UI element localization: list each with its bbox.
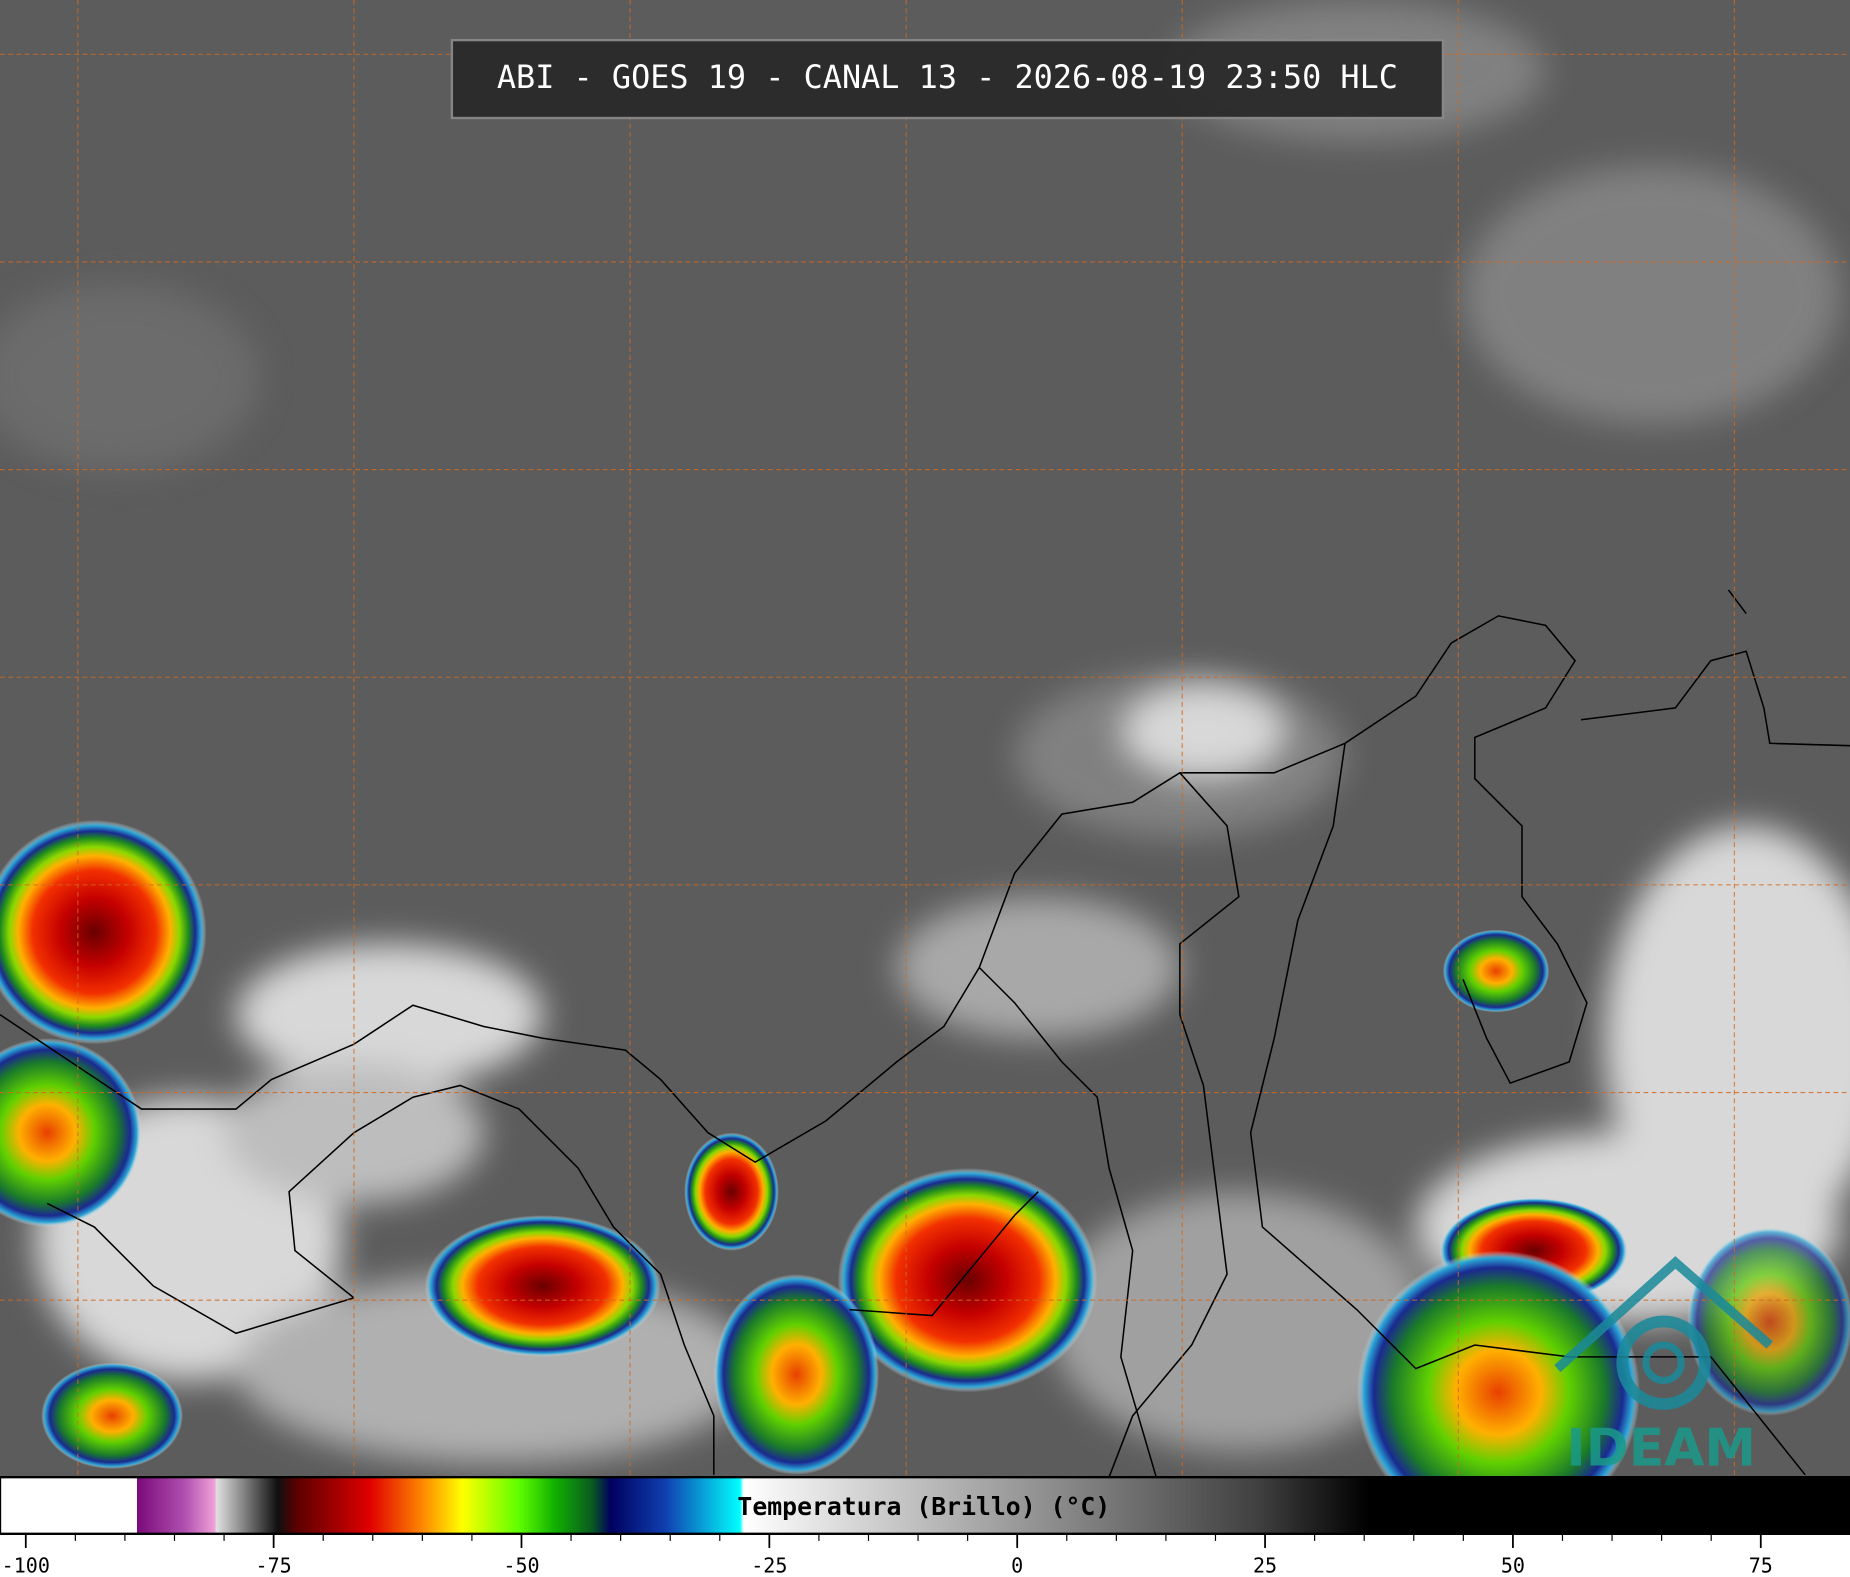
colorbar-tick-label: -25 <box>751 1553 787 1577</box>
logo-text: IDEAM <box>1566 1418 1756 1478</box>
colorbar-label: Temperatura (Brillo) (°C) <box>737 1492 1110 1521</box>
coastlines <box>0 589 1850 1478</box>
imagery <box>0 0 1850 1478</box>
colorbar-tick-label: 75 <box>1749 1553 1773 1577</box>
colorbar-tick-label: -75 <box>256 1553 292 1577</box>
title-box: ABI - GOES 19 - CANAL 13 - 2026-08-19 23… <box>450 38 1445 120</box>
colorbar-tick-label: -50 <box>503 1553 539 1577</box>
ideam-logo: IDEAM <box>1554 1256 1773 1478</box>
colorbar: Temperatura (Brillo) (°C) -100 -75 -50 -25 0… <box>0 1475 1850 1577</box>
colorbar-tick-label: 25 <box>1253 1553 1277 1577</box>
colorbar-tick-label: -100 <box>2 1553 50 1577</box>
title: ABI - GOES 19 - CANAL 13 - 2026-08-19 23… <box>497 58 1398 96</box>
colorbar-ramp <box>0 1475 1850 1535</box>
storm-cells <box>0 820 1850 1478</box>
colorbar-tick-label: 0 <box>1011 1553 1023 1577</box>
colorbar-tick-label: 50 <box>1501 1553 1525 1577</box>
